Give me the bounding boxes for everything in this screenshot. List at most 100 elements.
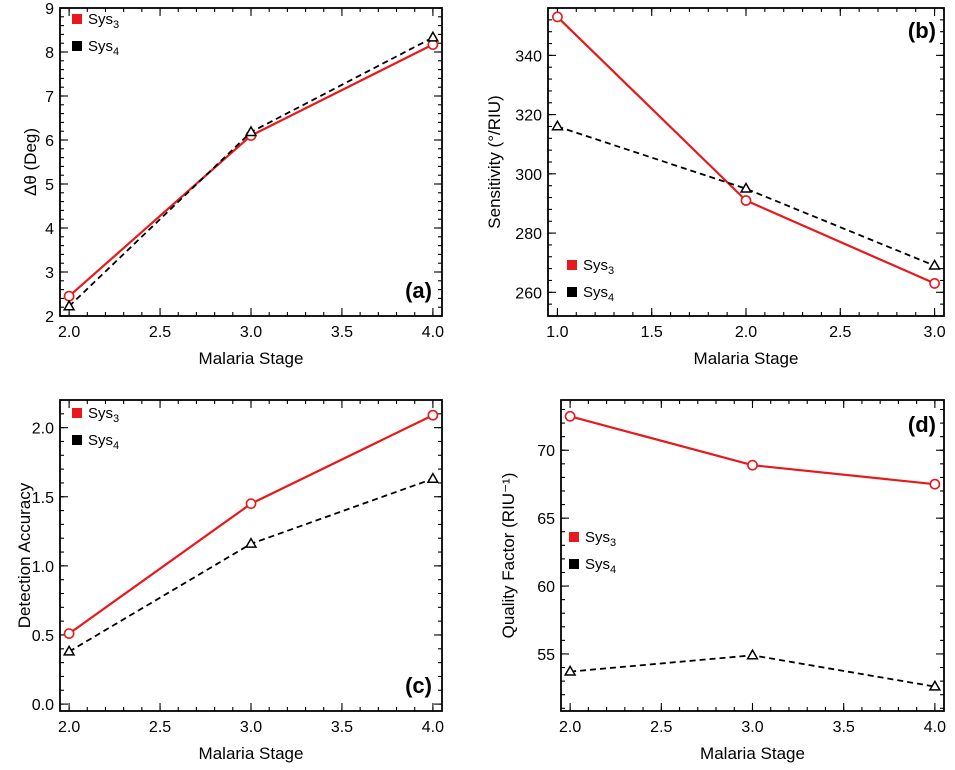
x-axis-label: Malaria Stage xyxy=(199,744,304,763)
legend-label-sys4: Sys4 xyxy=(88,38,119,58)
y-tick-label: 0.5 xyxy=(32,628,54,645)
y-tick-label: 5 xyxy=(45,177,54,194)
legend-label-subscript: 4 xyxy=(113,440,119,452)
y-tick-label: 4 xyxy=(45,221,54,238)
data-point-sys3 xyxy=(552,11,563,23)
data-point-sys4 xyxy=(928,259,941,270)
legend-swatch-sys4 xyxy=(72,435,82,445)
data-point-sys3 xyxy=(929,278,940,289)
legend-label-main: Sys xyxy=(88,405,113,422)
data-point-sys4 xyxy=(928,679,942,691)
x-tick-label: 2.0 xyxy=(559,719,581,736)
data-point-sys4 xyxy=(551,119,564,131)
y-axis-label: Sensitivity (°/RIU) xyxy=(485,95,504,228)
series-line-sys3 xyxy=(68,43,434,298)
legend-label-subscript: 4 xyxy=(608,292,614,304)
y-tick-label: 320 xyxy=(515,108,542,125)
legend: Sys3 Sys4 xyxy=(569,529,616,576)
y-axis-label: Detection Accuracy xyxy=(15,482,34,628)
y-tick-label: 6 xyxy=(45,133,54,150)
data-point-sys4 xyxy=(426,472,440,483)
data-point-sys4 xyxy=(244,125,258,137)
series-line-sys3 xyxy=(68,414,434,635)
data-point-sys3 xyxy=(245,498,257,510)
y-tick-label: 65 xyxy=(537,511,555,528)
data-point-sys3 xyxy=(564,410,576,422)
panel-tag: (d) xyxy=(908,412,936,437)
data-point-sys4 xyxy=(62,299,76,311)
legend-label-sys4: Sys4 xyxy=(88,432,119,452)
series-line-sys4 xyxy=(570,654,936,688)
legend-swatch-sys4 xyxy=(72,41,82,51)
y-tick-label: 1.5 xyxy=(32,490,54,507)
x-tick-label: 2.0 xyxy=(58,719,80,736)
data-point-sys4 xyxy=(426,30,440,42)
panel-tag: (b) xyxy=(908,18,936,43)
data-point-sys3 xyxy=(740,195,752,206)
x-tick-label: 3.0 xyxy=(240,719,262,736)
y-tick-label: 340 xyxy=(515,48,542,65)
data-point-sys3 xyxy=(929,478,941,490)
legend-label-sys4: Sys4 xyxy=(583,284,614,304)
legend-label-main: Sys xyxy=(583,284,608,301)
data-point-sys3 xyxy=(63,628,75,639)
y-tick-label: 70 xyxy=(537,443,555,460)
legend-label-subscript: 3 xyxy=(113,19,119,31)
legend-label-subscript: 3 xyxy=(610,537,616,549)
legend-label-main: Sys xyxy=(88,432,113,449)
legend-label-sys3: Sys3 xyxy=(88,405,119,425)
data-point-sys4 xyxy=(62,644,76,656)
legend-label-main: Sys xyxy=(583,257,608,274)
x-axis-label: Malaria Stage xyxy=(694,349,799,368)
legend: Sys3 Sys4 xyxy=(72,11,119,58)
legend-label-sys4: Sys4 xyxy=(585,556,616,576)
x-tick-label: 3.5 xyxy=(331,324,353,341)
y-tick-label: 2.0 xyxy=(32,421,54,438)
legend-swatch-sys3 xyxy=(72,14,82,24)
legend-label-subscript: 4 xyxy=(113,46,119,58)
y-tick-label: 55 xyxy=(537,647,555,664)
x-tick-label: 4.0 xyxy=(422,324,444,341)
data-point-sys4 xyxy=(739,181,753,193)
legend-label-sys3: Sys3 xyxy=(583,257,614,277)
x-tick-label: 1.0 xyxy=(546,324,568,341)
data-point-sys3 xyxy=(63,290,75,302)
x-tick-label: 4.0 xyxy=(422,719,444,736)
legend-label-main: Sys xyxy=(585,556,610,573)
y-tick-label: 0.0 xyxy=(32,697,54,714)
x-tick-label: 2.5 xyxy=(650,719,672,736)
x-tick-label: 3.0 xyxy=(741,719,763,736)
panel-b: 260 280 300 320 340 1.0 1.5 2.0 2.5 3.0 Malaria St… xyxy=(485,7,946,368)
y-axis-label: Quality Factor (RIU⁻¹) xyxy=(499,473,518,639)
legend-swatch-sys4 xyxy=(567,287,577,297)
legend-label-sys3: Sys3 xyxy=(88,11,119,31)
data-point-sys4 xyxy=(746,648,759,660)
y-tick-label: 8 xyxy=(45,45,54,62)
panel-a: 2 3 4 5 6 7 8 9 2.0 2.5 3.0 3.5 4.0 Malaria Stage Δθ (… xyxy=(21,1,444,368)
legend-label-main: Sys xyxy=(88,38,113,55)
legend-swatch-sys3 xyxy=(569,532,579,542)
y-tick-label: 2 xyxy=(45,309,54,326)
legend-swatch-sys4 xyxy=(569,559,579,569)
legend-label-subscript: 3 xyxy=(113,413,119,425)
panel-d: 55 60 65 70 2.0 2.5 3.0 3.5 4.0 Malaria Stage Qual… xyxy=(499,399,946,763)
plot-frame xyxy=(560,399,945,712)
y-axis-label: Δθ (Deg) xyxy=(21,128,40,196)
y-tick-label: 3 xyxy=(45,265,54,282)
y-tick-label: 1.0 xyxy=(32,559,54,576)
x-tick-label: 3.0 xyxy=(240,324,262,341)
x-tick-label: 2.5 xyxy=(149,324,171,341)
legend-label-subscript: 3 xyxy=(608,265,614,277)
y-tick-label: 60 xyxy=(537,579,555,596)
data-point-sys4 xyxy=(563,664,577,676)
data-point-sys3 xyxy=(747,459,758,471)
x-tick-label: 3.5 xyxy=(331,719,353,736)
panel-tag: (c) xyxy=(405,673,432,698)
x-tick-label: 2.0 xyxy=(58,324,80,341)
series-line-sys4 xyxy=(68,36,434,307)
y-tick-label: 9 xyxy=(45,1,54,18)
panel-c: 0.0 0.5 1.0 1.5 2.0 2.0 2.5 3.0 3.5 4.0 Malaria St… xyxy=(15,399,444,763)
